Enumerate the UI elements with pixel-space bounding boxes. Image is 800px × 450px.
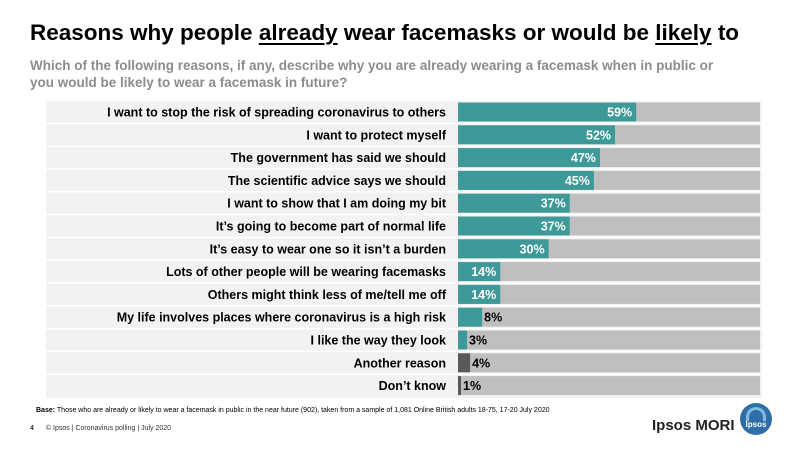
data-label: 4% [472,356,490,370]
data-label: 52% [586,128,611,142]
category-label: I want to stop the risk of spreading cor… [107,106,446,120]
page-footer: 4 © Ipsos | Coronavirus polling | July 20… [30,425,171,432]
category-label: The government has said we should [231,151,446,165]
category-label: Others might think less of me/tell me of… [208,288,447,302]
footer-text: © Ipsos | Coronavirus polling | July 202… [45,425,172,432]
bar [458,125,616,145]
bar-background [458,330,760,350]
chart-area: I want to stop the risk of spreading cor… [46,101,762,398]
category-label: Don’t know [379,379,447,393]
title-emphasis-already: already [258,20,338,45]
bar [458,262,501,282]
bar [458,307,483,327]
category-label: Lots of other people will be wearing fac… [166,265,446,279]
bar-background [458,353,760,373]
bar [458,193,570,213]
chart-title: Reasons why people already wear facemask… [30,20,740,45]
ipsos-logo-icon: Ipsos [740,403,772,435]
bar [458,148,600,168]
data-label: 14% [471,288,496,302]
base-footnote: Base: Those who are already or likely to… [36,407,550,414]
bar [458,353,471,373]
chart-subtitle: Which of the following reasons, if any, … [30,58,714,90]
bar [458,102,637,122]
bar [458,284,501,304]
data-label: 45% [565,174,590,188]
bar-background [458,262,760,282]
data-label: 37% [541,197,566,211]
category-label: It’s going to become part of normal life [216,220,446,234]
bar [458,216,570,236]
data-label: 14% [471,265,496,279]
category-label: I want to protect myself [306,128,446,142]
category-label: I want to show that I am doing my bit [227,197,447,211]
category-label: The scientific advice says we should [228,174,446,188]
category-label: I like the way they look [311,334,447,348]
bar-background [458,307,760,327]
brand-name: Ipsos MORI [652,417,735,434]
category-label: My life involves places where coronaviru… [117,311,446,325]
data-label: 3% [469,334,487,348]
bar-background [458,376,760,396]
bar [458,239,549,259]
bar [458,330,468,350]
category-label: It’s easy to wear one so it isn’t a burd… [210,242,446,256]
data-label: 37% [541,220,566,234]
data-label: 59% [607,106,632,120]
data-label: 47% [571,151,596,165]
data-label: 8% [484,311,502,325]
data-label: 30% [520,242,545,256]
title-emphasis-likely: likely [655,20,712,45]
data-label: 1% [463,379,481,393]
page-number: 4 [30,425,34,432]
category-label: Another reason [354,356,446,370]
bar [458,170,594,190]
bar [458,376,462,396]
bar-chart: I want to stop the risk of spreading cor… [46,102,762,396]
bar-background [458,284,760,304]
